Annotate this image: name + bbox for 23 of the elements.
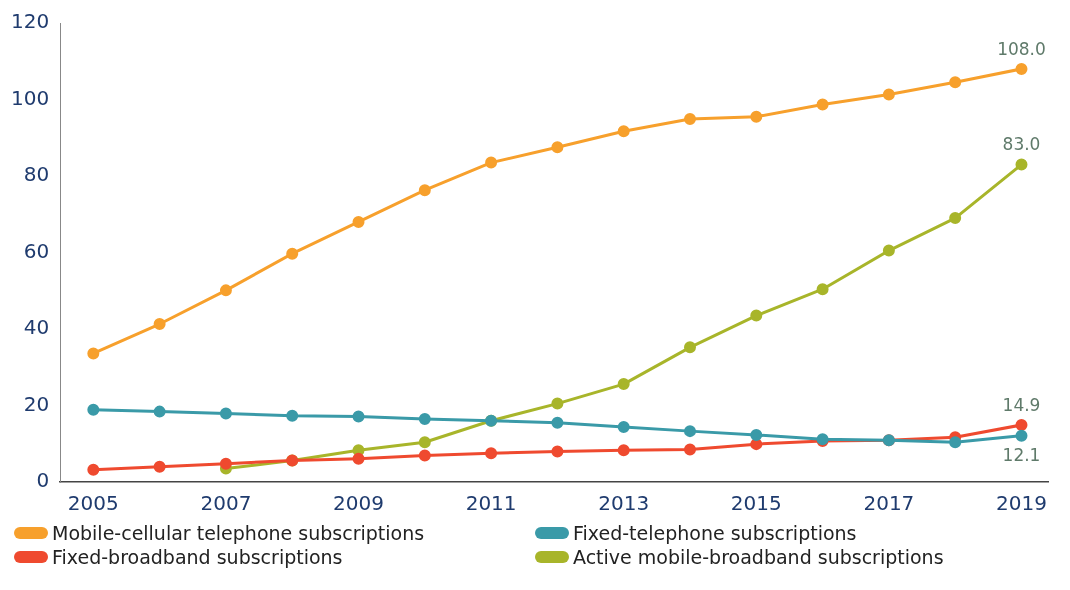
x-tick-label: 2011 [465, 491, 517, 516]
data-label: 14.9 [1002, 394, 1041, 415]
x-tick-label: 2019 [996, 491, 1047, 516]
y-tick-label: 80 [23, 162, 50, 187]
legend-label: Fixed-telephone subscriptions [573, 522, 857, 544]
x-tick-label: 2009 [333, 491, 384, 516]
legend-label: Mobile-cellular telephone subscriptions [52, 522, 425, 544]
y-tick-label: 0 [36, 468, 50, 493]
y-tick-label: 100 [10, 85, 50, 110]
x-tick-label: 2013 [598, 491, 650, 516]
data-label: 12.1 [1002, 444, 1041, 465]
x-tick-label: 2007 [200, 491, 252, 516]
y-tick-label: 60 [23, 238, 50, 263]
x-tick-label: 2015 [730, 491, 782, 516]
x-tick-label: 2005 [67, 491, 119, 516]
y-tick-label: 20 [23, 391, 50, 416]
y-tick-label: 40 [23, 315, 50, 340]
legend-label: Fixed-broadband subscriptions [52, 546, 343, 568]
x-tick-label: 2017 [863, 491, 915, 516]
data-label: 83.0 [1002, 134, 1041, 155]
y-tick-label: 120 [10, 9, 50, 34]
legend-label: Active mobile-broadband subscriptions [573, 546, 944, 568]
data-label: 108.0 [997, 38, 1046, 59]
